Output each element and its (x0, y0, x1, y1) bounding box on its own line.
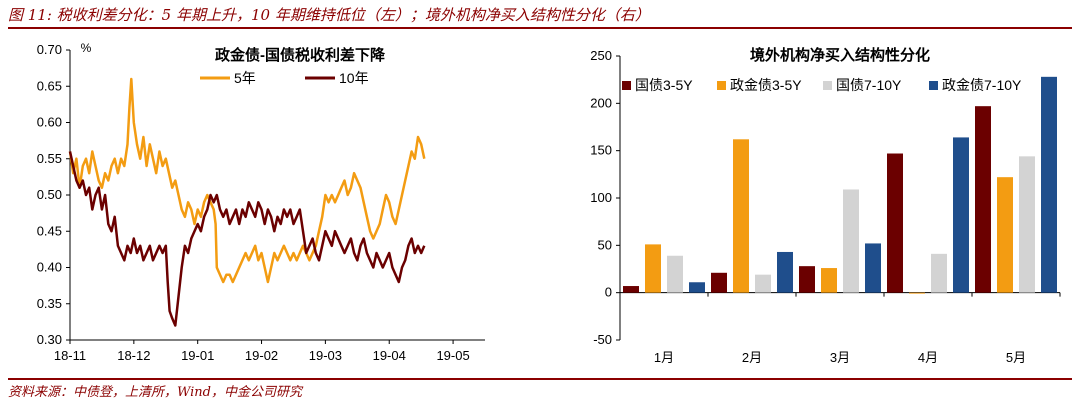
y-tick-label: 0.30 (37, 332, 62, 347)
y-tick-label: 0.55 (37, 151, 62, 166)
bar-国债7-10Y (667, 255, 683, 293)
y-tick-label: 0.70 (37, 42, 62, 57)
legend-swatch (717, 81, 726, 90)
bar-政金债3-5Y (997, 177, 1013, 293)
legend-label: 政金债7-10Y (942, 77, 1022, 93)
legend-swatch (929, 81, 938, 90)
bar-政金债7-10Y (777, 251, 793, 293)
source-note: 资料来源：中债登，上清所，Wind，中金公司研究 (8, 385, 302, 400)
legend-label: 国债7-10Y (836, 77, 902, 93)
legend-label: 10年 (339, 70, 369, 86)
bar-国债7-10Y (1019, 156, 1035, 293)
x-tick-label: 5月 (1006, 350, 1026, 365)
y-tick-label: 200 (590, 95, 612, 110)
x-tick-label: 19-05 (436, 348, 469, 363)
bar-国债3-5Y (887, 153, 903, 293)
bar-国债7-10Y (931, 253, 947, 293)
left-line-chart: 0.30 0.35 0.40 0.45 0.50 0.55 0.60 0.65 0.70 % 18-… (37, 41, 485, 363)
x-tick-label: 4月 (918, 350, 938, 365)
legend-label: 5年 (234, 70, 256, 86)
bar-国债3-5Y (975, 106, 991, 293)
legend-swatch (823, 81, 832, 90)
y-tick-label: 250 (590, 48, 612, 63)
caption-rule (8, 27, 1072, 29)
x-tick-label: 19-03 (309, 348, 342, 363)
bar-政金债7-10Y (1041, 76, 1057, 293)
bar-政金债7-10Y (689, 282, 705, 293)
source-rule (8, 378, 1072, 380)
right-bar-chart: -50 0 50 100 150 200 250 境外机构净买入结构性分化 1月 2月 3月 4月 5月… (590, 46, 1061, 365)
y-tick-label: 0.65 (37, 78, 62, 93)
y-tick-label: 0.40 (37, 260, 62, 275)
y-tick-label: 100 (590, 190, 612, 205)
series-line-5年 (68, 77, 426, 284)
left-chart-title: 政金债-国债税收利差下降 (215, 46, 386, 64)
figure-caption: 图 11: 税收利差分化：5 年期上升，10 年期维持低位（左）；境外机构净买入… (8, 6, 650, 24)
x-tick-label: 1月 (654, 350, 674, 365)
x-tick-label: 2月 (742, 350, 762, 365)
bar-国债7-10Y (843, 189, 859, 293)
bar-政金债3-5Y (733, 139, 749, 293)
legend-label: 国债3-5Y (635, 77, 693, 93)
bar-国债7-10Y (755, 274, 771, 293)
y-tick-label: 0.60 (37, 115, 62, 130)
series-line-10年 (68, 151, 426, 327)
y-tick-label: 0.50 (37, 187, 62, 202)
y-tick-label: 150 (590, 143, 612, 158)
x-tick-label: 19-01 (181, 348, 214, 363)
x-tick-label: 19-02 (245, 348, 278, 363)
legend-label: 政金债3-5Y (730, 77, 802, 93)
y-tick-label: 50 (598, 237, 612, 252)
bar-国债3-5Y (711, 272, 727, 293)
x-tick-label: 19-04 (373, 348, 406, 363)
bar-政金债3-5Y (909, 292, 925, 294)
bar-政金债7-10Y (953, 137, 969, 293)
legend-swatch (622, 81, 631, 90)
y-unit-label: % (81, 41, 92, 55)
x-tick-label: 18-12 (117, 348, 150, 363)
y-tick-label: 0.35 (37, 296, 62, 311)
x-tick-label: 18-11 (54, 348, 86, 363)
bar-政金债3-5Y (821, 268, 837, 293)
y-tick-label: 0 (605, 285, 612, 300)
right-chart-title: 境外机构净买入结构性分化 (750, 46, 930, 64)
bar-政金债3-5Y (645, 244, 661, 293)
x-tick-label: 3月 (830, 350, 850, 365)
bar-政金债7-10Y (865, 243, 881, 293)
y-tick-label: -50 (593, 332, 612, 347)
bar-国债3-5Y (799, 266, 815, 293)
y-tick-label: 0.45 (37, 223, 62, 238)
bar-国债3-5Y (623, 286, 639, 293)
